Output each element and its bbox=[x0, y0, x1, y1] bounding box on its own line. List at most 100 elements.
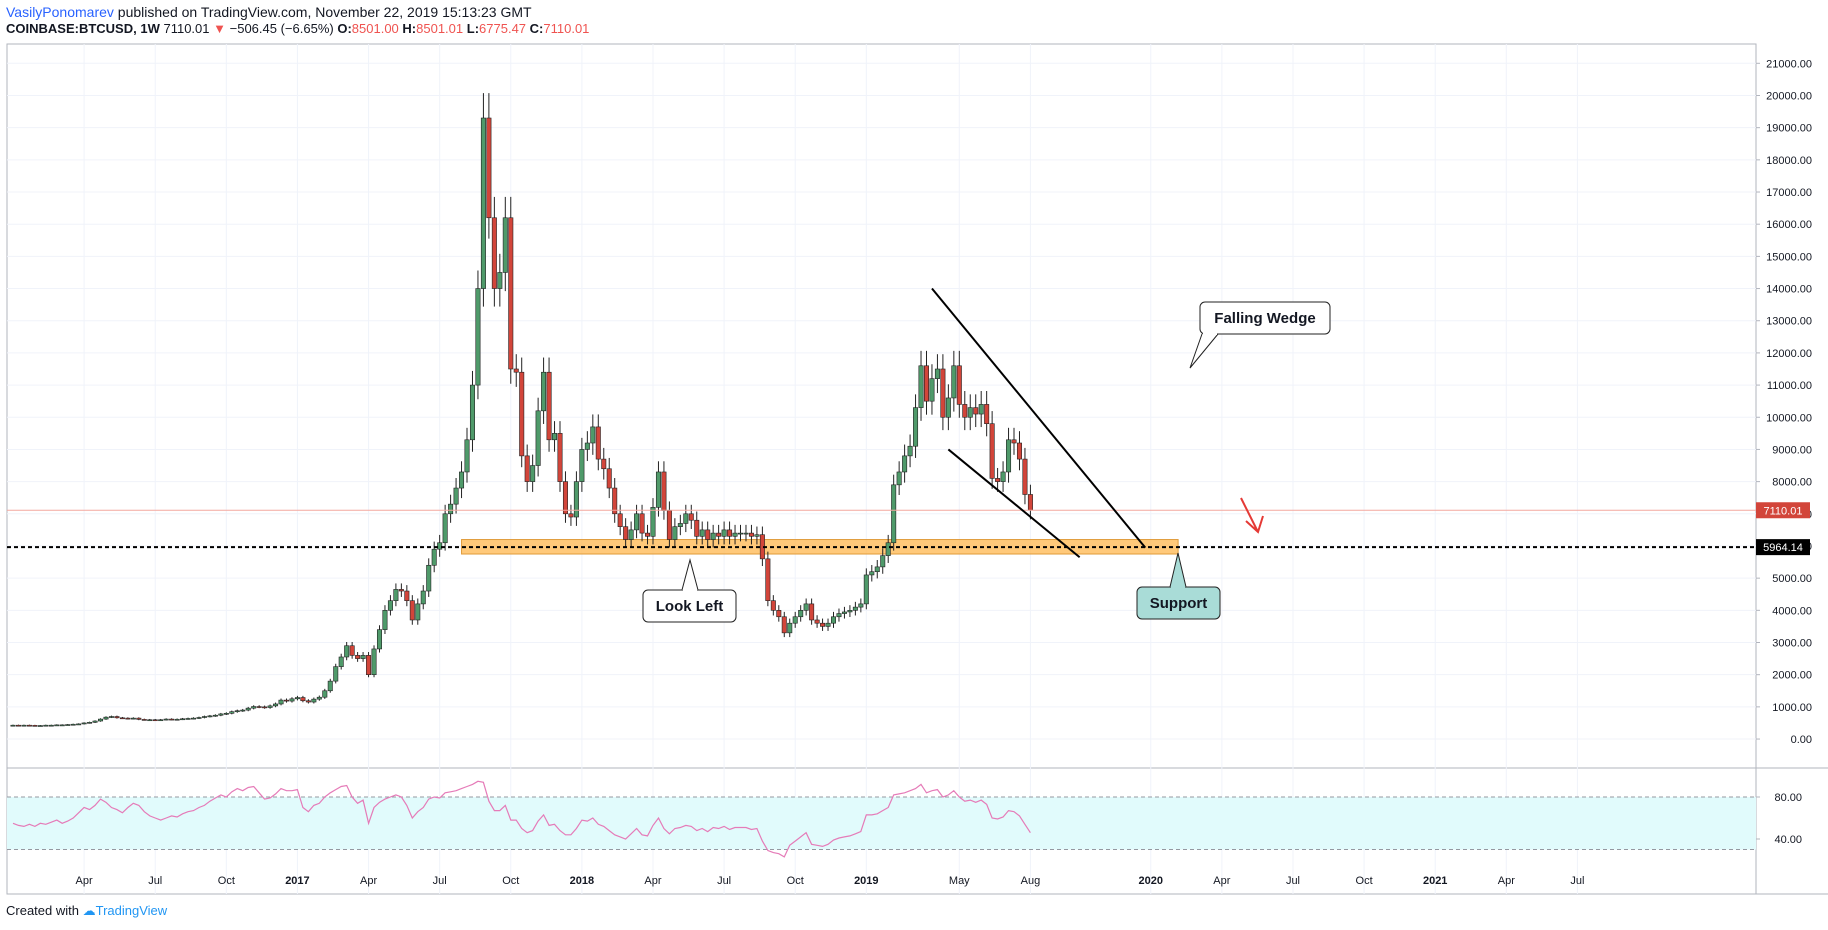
candle-body bbox=[595, 426, 601, 460]
candle-body bbox=[81, 722, 87, 725]
x-tick-label: Apr bbox=[1213, 875, 1230, 887]
candle-body bbox=[464, 439, 470, 473]
y-tick-label: 18000.00 bbox=[1766, 155, 1812, 167]
last-value: 7110.01 bbox=[163, 21, 210, 36]
candle-body bbox=[683, 513, 689, 524]
candle-body bbox=[294, 697, 300, 700]
candle-body bbox=[180, 718, 186, 721]
y-tick-label: 2000.00 bbox=[1772, 670, 1812, 682]
close-label: C: bbox=[529, 21, 544, 36]
author-link[interactable]: VasilyPonomarev bbox=[6, 4, 114, 20]
rsi-tick-label: 80.00 bbox=[1774, 792, 1802, 804]
candle-body bbox=[393, 589, 399, 601]
footer-brand[interactable]: TradingView bbox=[95, 903, 168, 918]
x-tick-label: Oct bbox=[787, 875, 804, 887]
candle-body bbox=[885, 542, 891, 556]
candle-body bbox=[989, 423, 995, 479]
candle-body bbox=[699, 529, 705, 537]
candle-body bbox=[158, 719, 164, 722]
candle-body bbox=[491, 217, 497, 289]
candle-body bbox=[973, 407, 979, 415]
candle-body bbox=[98, 718, 104, 722]
y-tick-label: 19000.00 bbox=[1766, 123, 1812, 135]
y-tick-label: 14000.00 bbox=[1766, 284, 1812, 296]
candle-body bbox=[562, 481, 568, 515]
change-value: −506.45 (−6.65%) bbox=[229, 21, 334, 36]
y-tick-label: 10000.00 bbox=[1766, 412, 1812, 424]
candle-body bbox=[590, 426, 596, 444]
x-tick-label: Apr bbox=[1498, 875, 1515, 887]
candle-body bbox=[825, 622, 831, 627]
candles bbox=[10, 93, 1033, 727]
candle-body bbox=[513, 368, 519, 373]
candle-body bbox=[387, 600, 393, 611]
candle-body bbox=[677, 523, 683, 527]
symbol-label: COINBASE:BTCUSD, 1W bbox=[6, 21, 160, 36]
candle-body bbox=[863, 574, 869, 605]
candle-body bbox=[781, 616, 787, 634]
support-price-tag bbox=[1756, 539, 1810, 556]
candle-body bbox=[327, 680, 333, 692]
candle-body bbox=[349, 645, 355, 656]
candle-body bbox=[918, 365, 924, 408]
y-tick-label: 1000.00 bbox=[1772, 702, 1812, 714]
candle-body bbox=[978, 404, 984, 415]
candle-body bbox=[376, 629, 382, 650]
y-tick-label: 0.00 bbox=[1791, 734, 1812, 746]
candle-body bbox=[136, 717, 142, 720]
candle-body bbox=[891, 484, 897, 544]
candle-body bbox=[141, 719, 147, 721]
candle-body bbox=[43, 724, 49, 727]
candle-body bbox=[705, 529, 711, 540]
candle-body bbox=[666, 510, 672, 540]
candle-body bbox=[54, 724, 60, 727]
candle-body bbox=[223, 712, 229, 715]
x-tick-label: Jul bbox=[717, 875, 731, 887]
look-left-callout-label: Look Left bbox=[656, 598, 724, 615]
candle-body bbox=[262, 706, 268, 709]
candle-body bbox=[748, 532, 754, 537]
high-label: H: bbox=[402, 21, 417, 36]
open-label: O: bbox=[337, 21, 352, 36]
x-tick-label: May bbox=[949, 875, 970, 887]
falling-wedge-callout-pointer bbox=[1189, 333, 1219, 369]
candle-body bbox=[606, 468, 612, 489]
y-tick-label: 3000.00 bbox=[1772, 638, 1812, 650]
candle-body bbox=[371, 648, 377, 675]
y-tick-label: 21000.00 bbox=[1766, 58, 1812, 70]
candle-body bbox=[300, 697, 306, 702]
tradingview-logo-icon[interactable]: ☁ bbox=[82, 903, 96, 918]
candle-body bbox=[874, 566, 880, 573]
candle-body bbox=[502, 217, 508, 273]
candle-body bbox=[809, 603, 815, 621]
candle-body bbox=[251, 706, 257, 709]
candle-body bbox=[415, 603, 421, 621]
candle-body bbox=[1016, 442, 1022, 460]
candle-body bbox=[847, 610, 853, 613]
candle-body bbox=[108, 716, 114, 718]
candle-body bbox=[398, 589, 404, 592]
candle-body bbox=[453, 487, 459, 505]
y-tick-label: 11000.00 bbox=[1767, 380, 1812, 392]
candle-body bbox=[923, 365, 929, 402]
x-tick-label: Aug bbox=[1021, 875, 1041, 887]
candle-body bbox=[360, 655, 366, 659]
y-tick-label: 4000.00 bbox=[1772, 605, 1812, 617]
candle-body bbox=[240, 709, 246, 712]
candle-body bbox=[59, 724, 65, 727]
candle-body bbox=[743, 532, 749, 535]
publish-text: published on TradingView.com, November 2… bbox=[113, 4, 532, 20]
candle-body bbox=[15, 724, 21, 727]
candle-body bbox=[130, 717, 136, 720]
candle-body bbox=[573, 481, 579, 518]
candle-body bbox=[152, 719, 158, 722]
candle-body bbox=[218, 713, 224, 716]
candle-body bbox=[628, 529, 634, 540]
y-tick-label: 13000.00 bbox=[1766, 316, 1812, 328]
candle-body bbox=[934, 368, 940, 379]
candle-body bbox=[896, 471, 902, 486]
candle-body bbox=[382, 610, 388, 630]
candle-body bbox=[584, 442, 590, 450]
candle-body bbox=[305, 700, 311, 703]
